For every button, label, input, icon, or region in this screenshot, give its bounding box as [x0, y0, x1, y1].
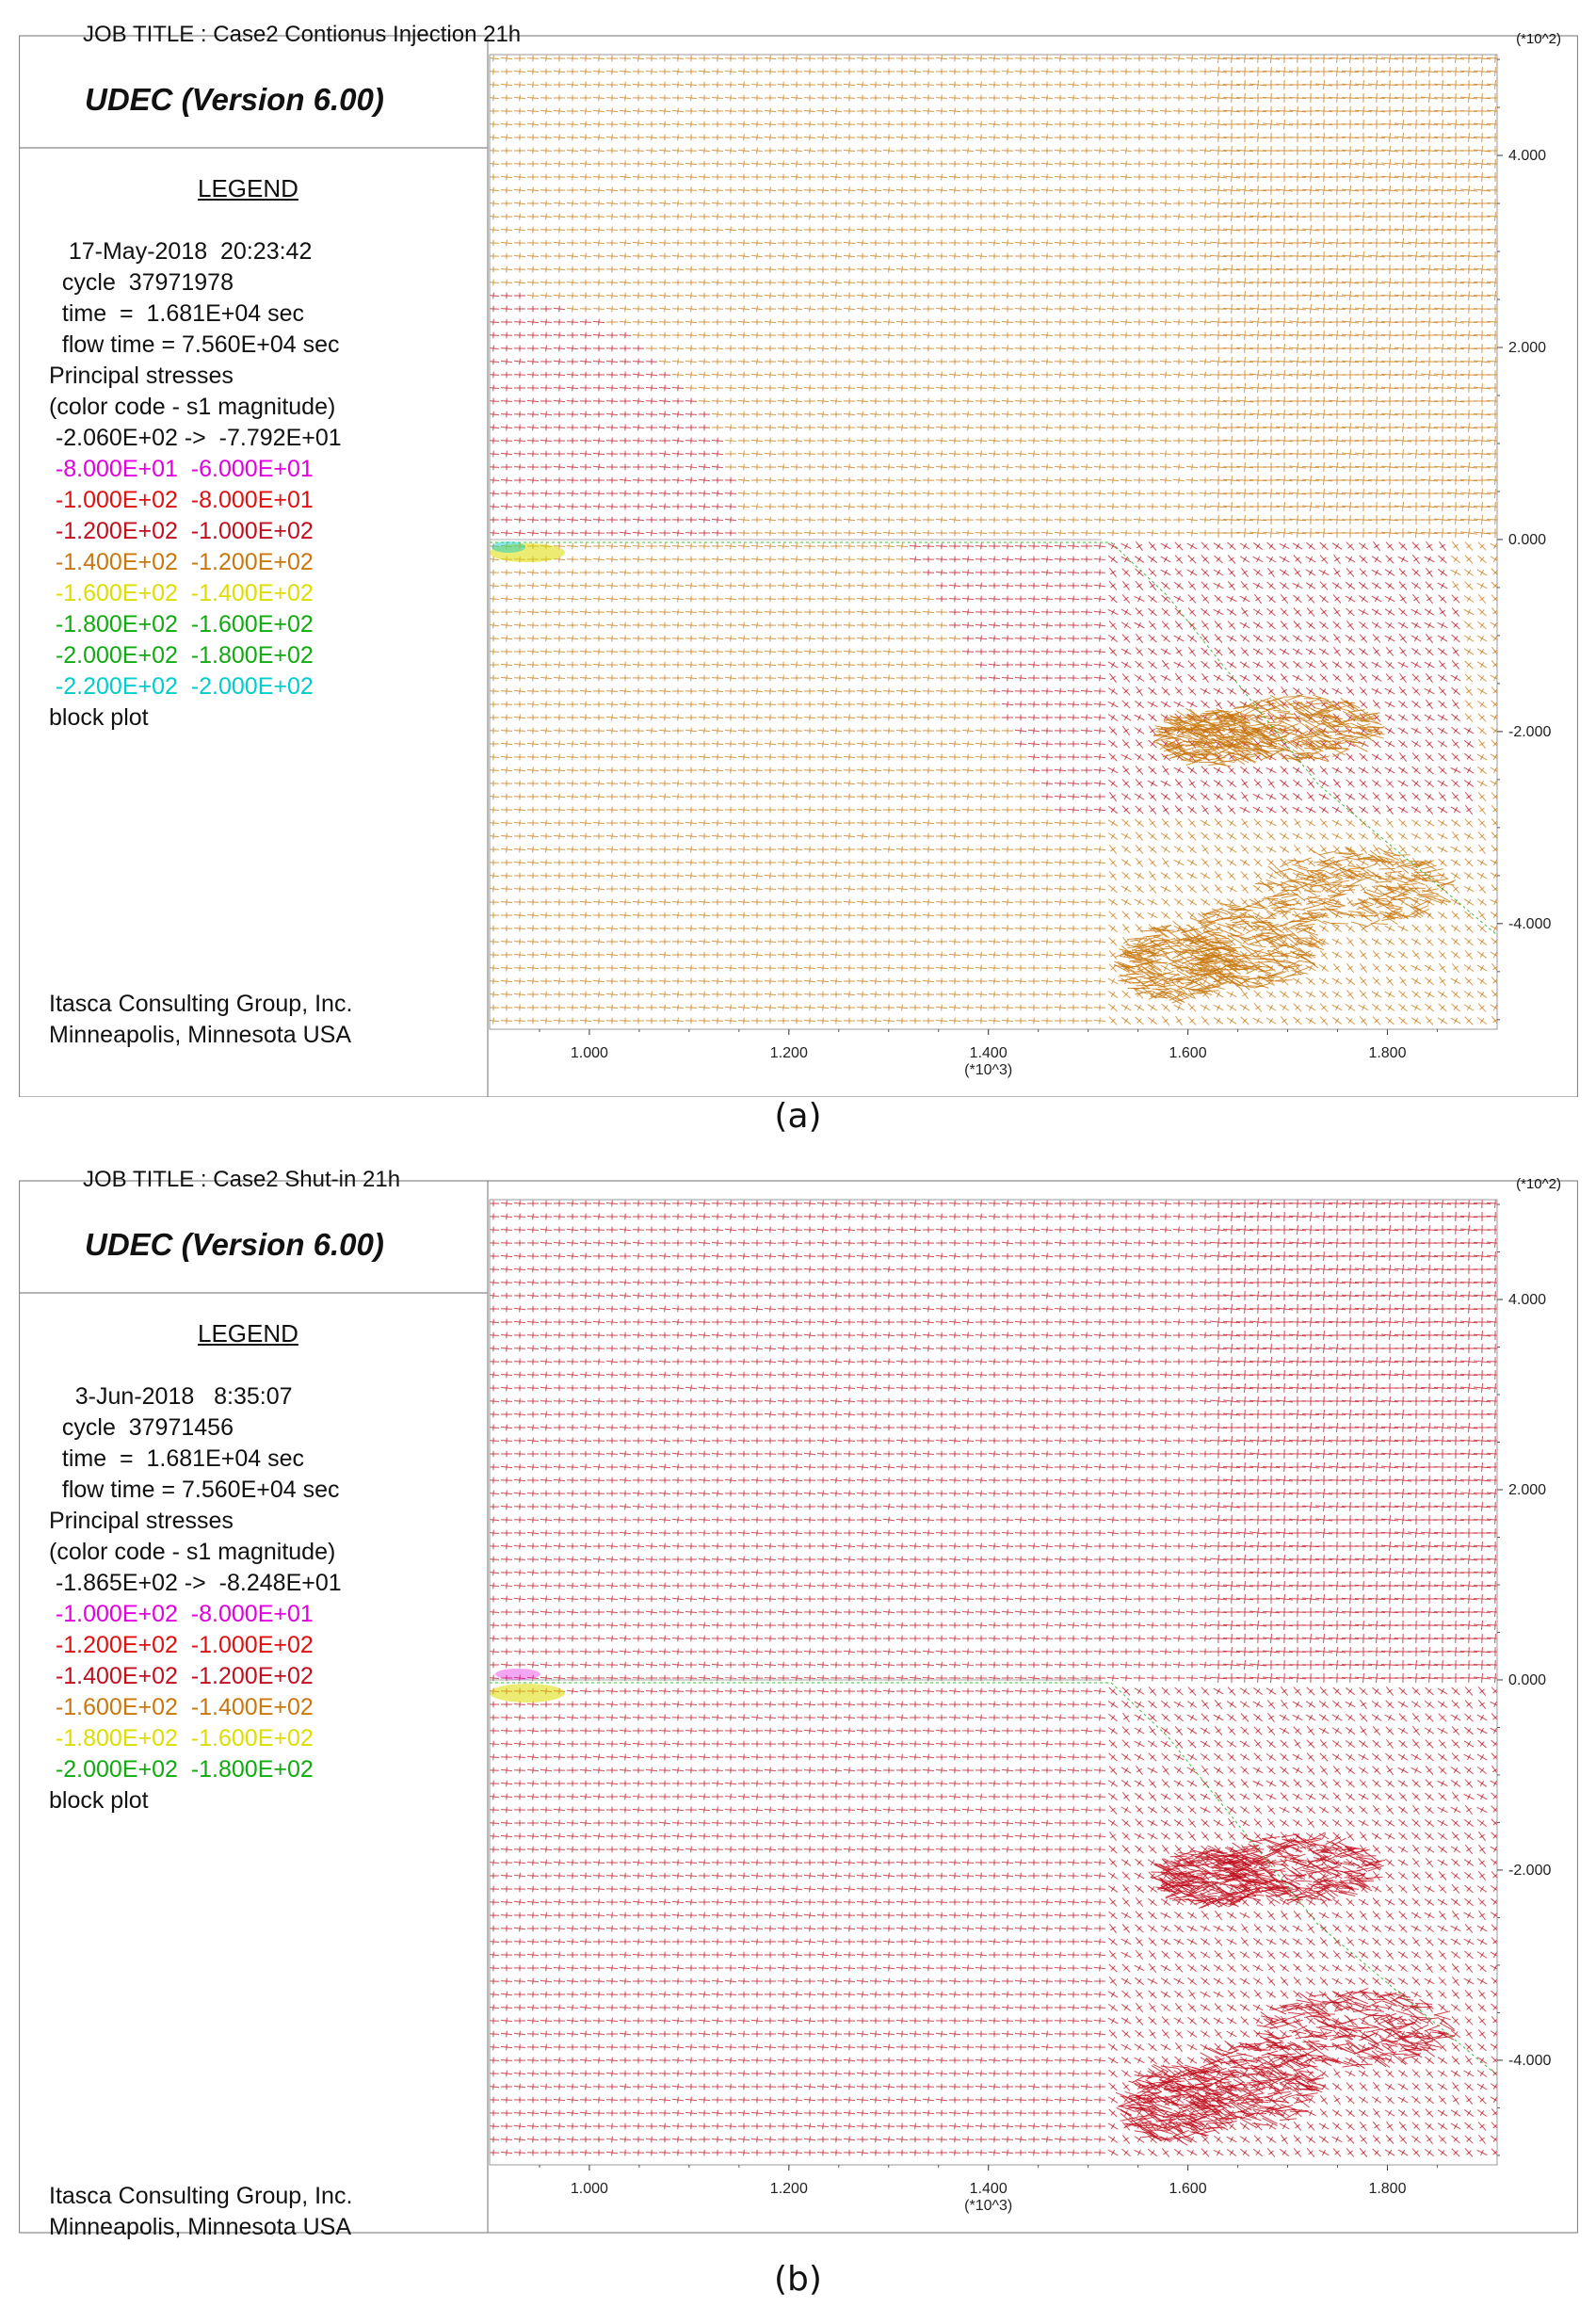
legend-line: -2.060E+02 -> -7.792E+01	[49, 423, 342, 454]
x-tick-label: 1.600	[1169, 2181, 1207, 2197]
legend-line: Principal stresses	[49, 361, 342, 392]
software-version: UDEC (Version 6.00)	[85, 1227, 384, 1263]
legend-line: block plot	[49, 1785, 342, 1816]
y-tick-label: 2.000	[1508, 340, 1546, 356]
legend-line: 3-Jun-2018 8:35:07	[49, 1381, 342, 1412]
job-title: JOB TITLE : Case2 Shut-in 21h	[83, 1167, 400, 1193]
plot-border	[489, 1199, 1498, 2166]
legend-line: -2.000E+02 -1.800E+02	[49, 640, 342, 671]
plot-canvas: 4.000 2.000 0.000 -2.000 -4.000 1.000 1.200 1.4…	[19, 1180, 1578, 2234]
legend-line: -8.000E+01 -6.000E+01	[49, 454, 342, 485]
credit-company: Itasca Consulting Group, Inc.	[49, 989, 352, 1020]
x-tick-label: 1.800	[1368, 2181, 1406, 2197]
legend-line: -1.400E+02 -1.200E+02	[49, 547, 342, 578]
x-tick-label: 1.200	[770, 2181, 808, 2197]
y-tick-label: -2.000	[1508, 1863, 1551, 1879]
fracture-trace	[490, 541, 1498, 936]
legend-line: time = 1.681E+04 sec	[49, 299, 342, 330]
legend-line: -1.800E+02 -1.600E+02	[49, 609, 342, 640]
legend-heading: LEGEND	[198, 1319, 298, 1348]
legend-line: time = 1.681E+04 sec	[49, 1444, 342, 1475]
y-exponent-label: (*10^2)	[1516, 1176, 1561, 1192]
x-tick-label: 1.000	[571, 2181, 608, 2197]
job-title: JOB TITLE : Case2 Contionus Injection 21…	[83, 22, 521, 48]
legend-line: flow time = 7.560E+04 sec	[49, 1475, 342, 1506]
outer-frame	[19, 35, 1578, 1097]
legend-line: (color code - s1 magnitude)	[49, 1537, 342, 1568]
udec-panel-a: 4.000 2.000 0.000 -2.000 -4.000 1.000 1.200 1.4…	[19, 14, 1578, 1097]
y-tick-label: 4.000	[1508, 148, 1546, 164]
legend-line: -2.200E+02 -2.000E+02	[49, 671, 342, 702]
outer-frame	[19, 1180, 1578, 2234]
legend-line: -1.800E+02 -1.600E+02	[49, 1723, 342, 1754]
figure-caption-a: (a)	[0, 1097, 1596, 1136]
injection-core	[495, 1668, 540, 1680]
y-tick-label: -4.000	[1508, 2053, 1551, 2069]
legend-line: -1.600E+02 -1.400E+02	[49, 578, 342, 609]
legend-line: cycle 37971456	[49, 1412, 342, 1444]
plot-border	[489, 54, 1498, 1030]
x-exponent-label: (*10^3)	[964, 1062, 1012, 1078]
injection-point	[490, 1683, 565, 1703]
x-tick-label: 1.000	[571, 1045, 608, 1061]
x-tick-label: 1.400	[970, 1045, 1008, 1061]
y-tick-label: 4.000	[1508, 1292, 1546, 1308]
credit-company: Itasca Consulting Group, Inc.	[49, 2181, 352, 2212]
legend-line: cycle 37971978	[49, 267, 342, 299]
legend-line: -2.000E+02 -1.800E+02	[49, 1754, 342, 1785]
legend-heading: LEGEND	[198, 174, 298, 203]
y-tick-label: 2.000	[1508, 1482, 1546, 1498]
x-tick-label: 1.800	[1368, 1045, 1406, 1061]
legend-line: Principal stresses	[49, 1506, 342, 1537]
y-tick-label: -2.000	[1508, 724, 1551, 740]
figure-caption-b: (b)	[0, 2260, 1596, 2299]
plot-canvas: 4.000 2.000 0.000 -2.000 -4.000 1.000 1.200 1.4…	[19, 35, 1578, 1097]
fracture-trace	[490, 1682, 1498, 2076]
injection-point	[490, 542, 565, 562]
legend-line: block plot	[49, 702, 342, 734]
legend-list: 3-Jun-2018 8:35:07 cycle 37971456 time =…	[49, 1381, 342, 1816]
x-tick-label: 1.400	[970, 2181, 1008, 2197]
legend-line: 17-May-2018 20:23:42	[49, 236, 342, 267]
legend-line: -1.865E+02 -> -8.248E+01	[49, 1568, 342, 1599]
legend-line: flow time = 7.560E+04 sec	[49, 330, 342, 361]
software-version: UDEC (Version 6.00)	[85, 82, 384, 118]
stress-field	[490, 55, 1497, 1026]
x-tick-label: 1.200	[770, 1045, 808, 1061]
y-tick-label: 0.000	[1508, 1672, 1546, 1688]
legend-line: -1.400E+02 -1.200E+02	[49, 1661, 342, 1692]
legend-line: -1.200E+02 -1.000E+02	[49, 1630, 342, 1661]
legend-line: -1.200E+02 -1.000E+02	[49, 516, 342, 547]
y-tick-label: 0.000	[1508, 532, 1546, 548]
legend-line: (color code - s1 magnitude)	[49, 392, 342, 423]
legend-line: -1.000E+02 -8.000E+01	[49, 485, 342, 516]
x-tick-label: 1.600	[1169, 1045, 1207, 1061]
x-exponent-label: (*10^3)	[964, 2198, 1012, 2214]
credit-location: Minneapolis, Minnesota USA	[49, 1020, 351, 1051]
udec-panel-b: 4.000 2.000 0.000 -2.000 -4.000 1.000 1.200 1.4…	[19, 1159, 1578, 2242]
y-tick-label: -4.000	[1508, 916, 1551, 932]
injection-core	[492, 541, 525, 553]
legend-line: -1.600E+02 -1.400E+02	[49, 1692, 342, 1723]
legend-list: 17-May-2018 20:23:42 cycle 37971978 time…	[49, 236, 342, 734]
stress-field	[490, 1200, 1497, 2158]
y-exponent-label: (*10^2)	[1516, 31, 1561, 47]
credit-location: Minneapolis, Minnesota USA	[49, 2212, 351, 2243]
legend-line: -1.000E+02 -8.000E+01	[49, 1599, 342, 1630]
